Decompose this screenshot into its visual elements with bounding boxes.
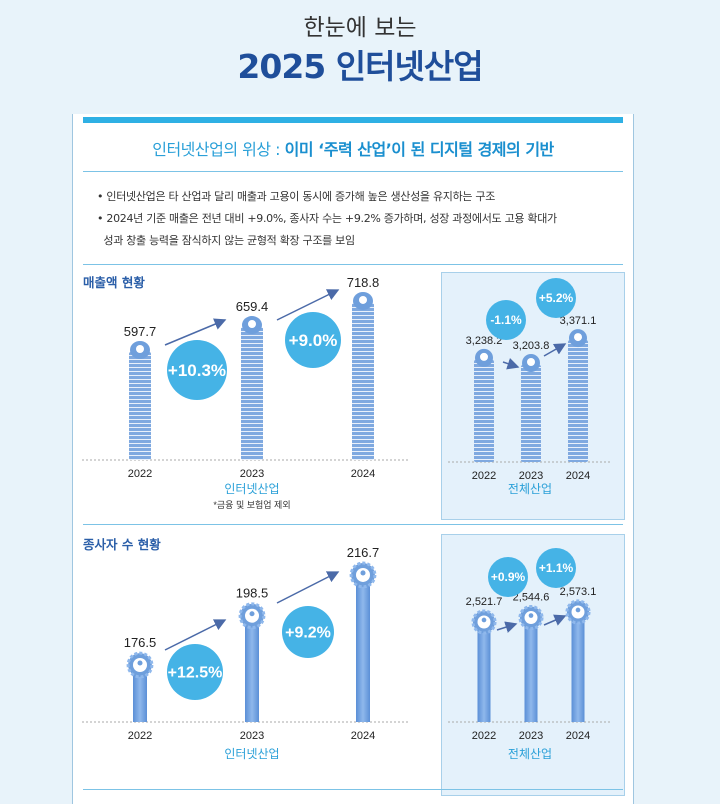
bullet: • 2024년 기준 매출은 전년 대비 +9.0%, 종사자 수는 +9.2%… — [97, 212, 557, 225]
year-label: 2023 — [240, 468, 264, 480]
year-label: 2022 — [472, 730, 496, 742]
dollar-coin-icon — [480, 352, 488, 361]
person-head — [249, 611, 255, 617]
growth-rate: +9.0% — [289, 331, 338, 350]
page-title: 2025 인터넷산업 — [237, 47, 483, 86]
bar — [245, 615, 259, 722]
divider — [83, 171, 623, 172]
dollar-coin-icon — [359, 295, 367, 304]
category-label: 전체산업 — [508, 747, 552, 761]
headline: 인터넷산업의 위상 : 이미 ‘주력 산업’이 된 디지털 경제의 기반 — [83, 136, 623, 160]
year-label: 2022 — [128, 730, 152, 742]
growth-arrow — [164, 619, 227, 651]
growth-badge — [536, 278, 576, 318]
value-label: 2,544.6 — [513, 592, 550, 604]
bar — [571, 611, 585, 722]
growth-arrow — [164, 318, 227, 346]
growth-arrow — [543, 614, 567, 626]
growth-badge — [486, 300, 526, 340]
coin-stack-bar — [241, 327, 263, 460]
dollar-coin-icon — [527, 358, 535, 366]
growth-badge — [536, 548, 576, 588]
value-label: 2,521.7 — [466, 596, 503, 608]
category-label: 인터넷산업 — [224, 747, 279, 761]
value-label: 3,371.1 — [560, 315, 597, 327]
bullet: • 인터넷산업은 타 산업과 달리 매출과 고용이 동시에 증가해 높은 생산성… — [97, 190, 496, 203]
growth-arrow — [543, 343, 567, 357]
value-label: 2,573.1 — [560, 586, 597, 598]
growth-badge — [488, 557, 528, 597]
growth-badge — [282, 606, 334, 658]
year-label: 2024 — [566, 470, 590, 482]
dollar-coin-icon — [136, 345, 144, 353]
coin-stack-bar — [568, 340, 588, 462]
person-head — [360, 570, 366, 576]
value-label: 718.8 — [347, 275, 380, 290]
growth-arrow — [276, 571, 340, 604]
value-label: 176.5 — [124, 635, 157, 650]
growth-rate: +10.3% — [168, 361, 226, 380]
value-label: 659.4 — [236, 299, 269, 314]
growth-arrow — [502, 357, 520, 370]
pre-title: 한눈에 보는 — [303, 15, 417, 41]
growth-rate: +0.9% — [491, 570, 526, 584]
section-title-employees: 종사자 수 현황 — [83, 537, 161, 552]
dollar-coin-icon — [574, 333, 582, 342]
coin-stack-bar — [521, 365, 541, 462]
bar — [524, 617, 538, 722]
growth-badge — [285, 312, 341, 368]
growth-rate: +12.5% — [168, 665, 223, 682]
growth-arrow — [276, 289, 340, 321]
year-label: 2024 — [566, 730, 590, 742]
value-label: 216.7 — [347, 545, 380, 560]
year-label: 2023 — [240, 730, 264, 742]
growth-rate: +1.1% — [539, 561, 574, 575]
year-label: 2023 — [519, 470, 543, 482]
year-label: 2024 — [351, 468, 375, 480]
coin-stack-bar — [352, 302, 374, 460]
coin-stack-bar — [474, 359, 494, 462]
bar — [133, 665, 147, 722]
bar — [477, 622, 491, 722]
dollar-coin-icon — [248, 320, 256, 329]
growth-badge — [167, 644, 223, 700]
divider — [83, 789, 623, 790]
growth-rate: +5.2% — [539, 291, 574, 305]
growth-badge — [167, 340, 227, 400]
accent-bar — [83, 117, 623, 123]
value-label: 3,238.2 — [466, 335, 503, 347]
year-label: 2022 — [472, 470, 496, 482]
value-label: 3,203.8 — [513, 340, 550, 352]
section-title-revenue: 매출액 현황 — [83, 275, 145, 290]
person-head — [528, 613, 534, 618]
bullet: 성과 창출 능력을 잠식하지 않는 균형적 확장 구조를 보임 — [97, 234, 355, 247]
coin-stack-bar — [129, 352, 151, 460]
year-label: 2024 — [351, 730, 375, 742]
category-label: 인터넷산업 — [224, 482, 279, 496]
growth-arrow — [496, 621, 518, 633]
divider — [83, 524, 623, 525]
person-head — [575, 607, 581, 613]
person-head — [481, 617, 487, 623]
growth-rate: -1.1% — [490, 313, 522, 327]
value-label: 198.5 — [236, 586, 269, 601]
year-label: 2023 — [519, 730, 543, 742]
bar — [356, 574, 370, 722]
growth-rate: +9.2% — [285, 625, 331, 642]
category-label: 전체산업 — [508, 482, 552, 496]
divider — [83, 264, 623, 265]
headline-prefix: 인터넷산업의 위상 : — [152, 140, 285, 159]
person-head — [137, 660, 143, 666]
headline-emphasis: 이미 ‘주력 산업’이 된 디지털 경제의 기반 — [284, 140, 555, 159]
value-label: 597.7 — [124, 324, 157, 339]
year-label: 2022 — [128, 468, 152, 480]
footnote: *금융 및 보험업 제외 — [213, 499, 290, 510]
